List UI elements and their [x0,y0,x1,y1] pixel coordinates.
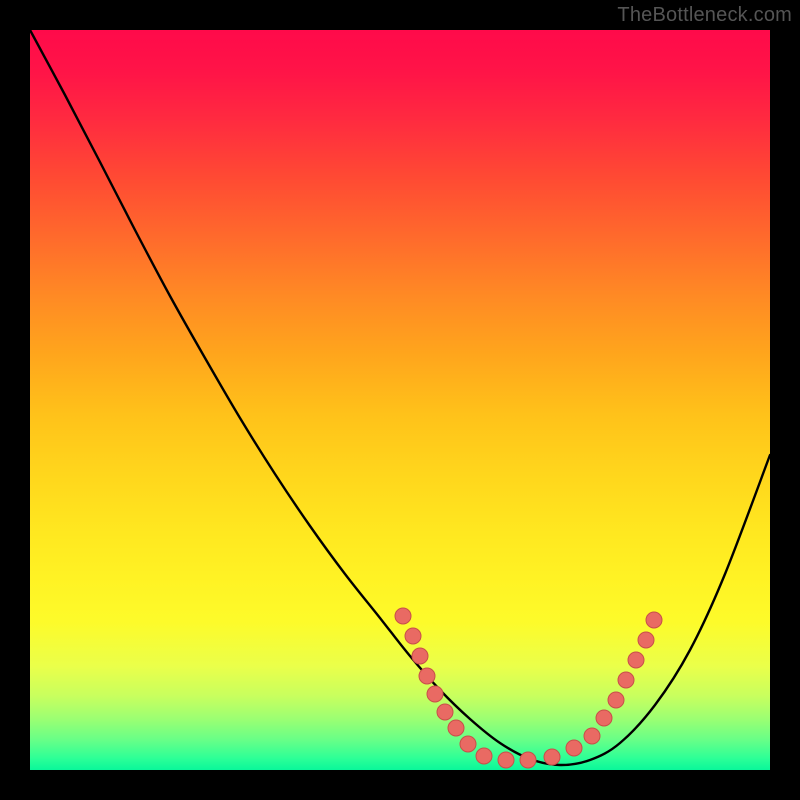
data-marker [405,628,421,644]
data-marker [520,752,536,768]
data-marker [608,692,624,708]
data-marker [437,704,453,720]
data-marker [448,720,464,736]
data-marker [419,668,435,684]
data-marker [596,710,612,726]
data-marker [584,728,600,744]
data-marker [427,686,443,702]
chart-stage: TheBottleneck.com [0,0,800,800]
data-marker [395,608,411,624]
data-marker [566,740,582,756]
plot-area [30,30,770,770]
watermark-label: TheBottleneck.com [617,4,792,27]
data-marker [498,752,514,768]
chart-svg [0,0,800,800]
data-marker [646,612,662,628]
data-marker [618,672,634,688]
data-marker [638,632,654,648]
data-marker [544,749,560,765]
data-marker [476,748,492,764]
data-marker [460,736,476,752]
data-marker [628,652,644,668]
data-marker [412,648,428,664]
